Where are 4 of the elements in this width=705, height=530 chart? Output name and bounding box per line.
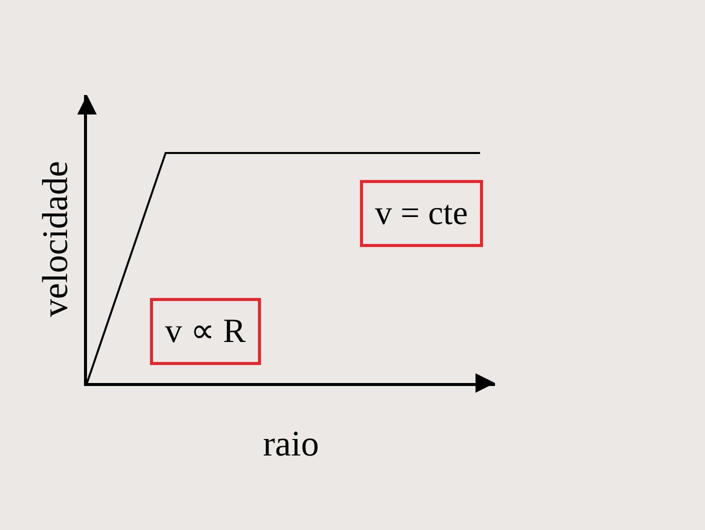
annotation: v = cte — [375, 195, 468, 232]
y-axis-title: velocidade — [34, 161, 75, 317]
annotation: v ∝ R — [165, 313, 246, 350]
x-axis-title: raio — [263, 424, 319, 464]
